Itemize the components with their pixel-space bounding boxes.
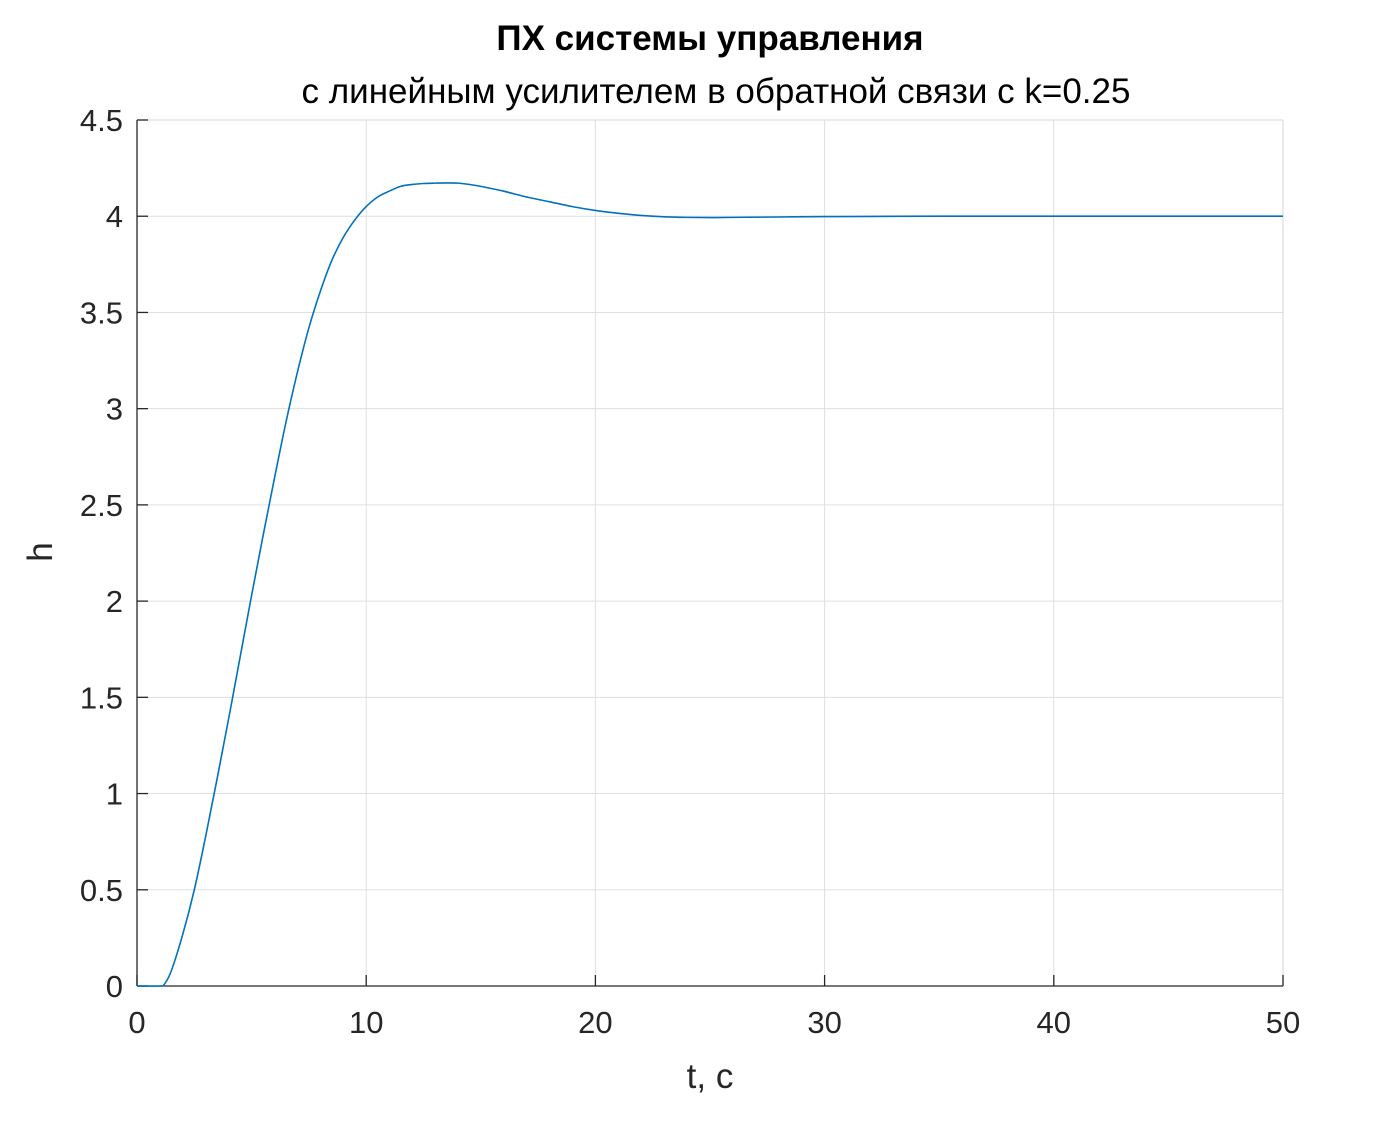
x-tick-label: 10 (349, 1005, 383, 1040)
tick-labels: 0 10 20 30 40 50 0 0.5 1 1.5 2 2.5 3 3.5 4 4.5 (80, 103, 1300, 1040)
y-tick-label: 0.5 (80, 873, 123, 908)
x-tick-label: 40 (1037, 1005, 1071, 1040)
y-tick-label: 1 (106, 777, 123, 812)
y-tick-label: 4.5 (80, 103, 123, 138)
x-tick-label: 0 (128, 1005, 145, 1040)
chart-subtitle: с линейным усилителем в обратной связи с… (302, 72, 1131, 111)
series-line (136, 182, 1283, 987)
chart-title: ПХ системы управления (496, 19, 923, 58)
y-tick-label: 0 (106, 969, 123, 1004)
y-tick-label: 3.5 (80, 295, 123, 330)
y-tick-label: 2 (106, 584, 123, 619)
x-tick-label: 20 (578, 1005, 612, 1040)
x-axis-label: t, c (687, 1057, 734, 1096)
y-tick-label: 4 (106, 199, 123, 234)
y-tick-label: 1.5 (80, 680, 123, 715)
y-tick-label: 2.5 (80, 488, 123, 523)
y-tick-label: 3 (106, 392, 123, 427)
x-tick-label: 50 (1266, 1005, 1300, 1040)
series-layer (136, 182, 1283, 987)
grid (137, 120, 1283, 986)
y-axis-label: h (21, 542, 60, 561)
x-tick-label: 30 (807, 1005, 841, 1040)
